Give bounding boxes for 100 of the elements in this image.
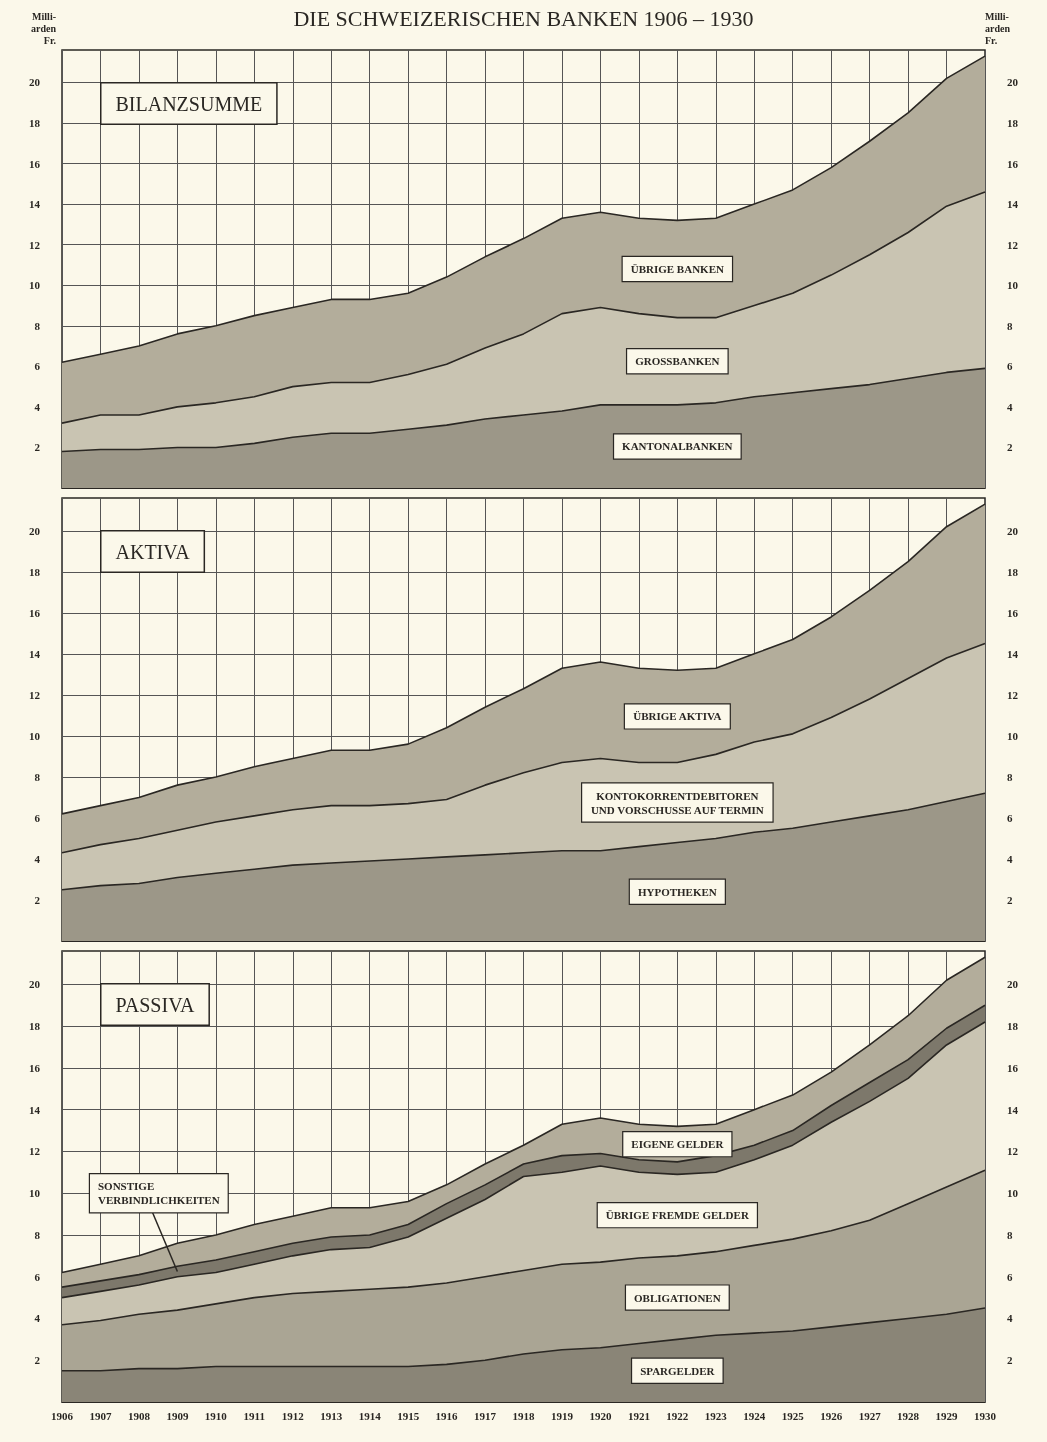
series-label: GROSSBANKEN: [635, 355, 720, 368]
y-tick-label: 20: [29, 524, 41, 537]
x-tick-label: 1930: [974, 1409, 997, 1422]
y2-tick-label: 2: [1007, 893, 1013, 906]
x-tick-label: 1927: [858, 1409, 882, 1422]
x-tick-label: 1922: [666, 1409, 689, 1422]
chart-title: DIE SCHWEIZERISCHEN BANKEN 1906 – 1930: [293, 5, 754, 31]
y-tick-label: 18: [29, 565, 41, 578]
y2-tick-label: 10: [1007, 1187, 1019, 1200]
y-tick-label: 2: [34, 1354, 41, 1367]
y2-tick-label: 20: [1007, 524, 1019, 537]
x-tick-label: 1911: [243, 1409, 265, 1422]
x-tick-label: 1915: [397, 1409, 420, 1422]
series-label: HYPOTHEKEN: [637, 885, 717, 898]
y2-tick-label: 16: [1007, 157, 1019, 170]
y-tick-label: 10: [29, 1187, 41, 1200]
y-tick-label: 14: [29, 198, 41, 211]
y2-tick-label: 12: [1007, 238, 1019, 251]
text: BILANZSUMME: [115, 92, 263, 115]
y2-tick-label: 4: [1007, 852, 1013, 865]
y2-tick-label: 4: [1007, 400, 1013, 413]
y2-tick-label: 14: [1007, 1103, 1019, 1116]
y2-axis-title: Milli- arden Fr.: [985, 10, 1011, 46]
x-tick-label: 1926: [820, 1409, 843, 1422]
y-tick-label: 6: [34, 811, 41, 824]
x-tick-label: 1916: [435, 1409, 459, 1422]
y-tick-label: 20: [29, 76, 41, 89]
x-tick-label: 1918: [512, 1409, 535, 1422]
y-tick-label: 8: [34, 770, 41, 783]
x-tick-label: 1906: [51, 1409, 74, 1422]
text: SONSTIGE VERBINDLICHKEITEN: [98, 1180, 220, 1207]
y-tick-label: 8: [34, 319, 41, 332]
y2-tick-label: 8: [1007, 770, 1013, 783]
y2-tick-label: 6: [1007, 360, 1013, 373]
x-tick-label: 1914: [358, 1409, 382, 1422]
y-tick-label: 4: [34, 400, 41, 413]
y-tick-label: 6: [34, 1270, 41, 1283]
y-tick-label: 6: [34, 360, 41, 373]
text: PASSIVA: [115, 993, 195, 1016]
y-tick-label: 4: [34, 1312, 41, 1325]
y2-tick-label: 10: [1007, 279, 1019, 292]
y2-tick-label: 20: [1007, 978, 1019, 991]
text: AKTIVA: [115, 540, 191, 563]
y2-tick-label: 20: [1007, 76, 1019, 89]
y2-tick-label: 10: [1007, 729, 1019, 742]
x-tick-label: 1912: [281, 1409, 305, 1422]
y-tick-label: 16: [29, 606, 41, 619]
y2-tick-label: 16: [1007, 1061, 1019, 1074]
y2-tick-label: 8: [1007, 1228, 1013, 1241]
y2-tick-label: 8: [1007, 319, 1013, 332]
x-tick-label: 1917: [474, 1409, 497, 1422]
y-tick-label: 8: [34, 1228, 41, 1241]
y-tick-label: 16: [29, 1061, 41, 1074]
series-label: EIGENE GELDER: [631, 1138, 725, 1151]
series-label: OBLIGATIONEN: [634, 1291, 721, 1304]
x-tick-label: 1924: [743, 1409, 766, 1422]
series-label: KANTONALBANKEN: [622, 440, 733, 453]
x-tick-label: 1913: [320, 1409, 343, 1422]
y2-tick-label: 16: [1007, 606, 1019, 619]
y2-tick-label: 6: [1007, 811, 1013, 824]
x-tick-label: 1909: [166, 1409, 189, 1422]
y2-tick-label: 18: [1007, 117, 1019, 129]
series-label: ÜBRIGE FREMDE GELDER: [605, 1209, 750, 1222]
y-tick-label: 2: [34, 441, 41, 454]
y2-tick-label: 18: [1007, 1020, 1019, 1033]
y-tick-label: 18: [29, 117, 41, 129]
x-tick-label: 1920: [589, 1409, 612, 1422]
x-tick-label: 1925: [781, 1409, 805, 1422]
y-axis-title: Milli- arden Fr.: [31, 10, 57, 46]
x-tick-label: 1919: [550, 1409, 574, 1422]
x-tick-label: 1908: [127, 1409, 151, 1422]
y-tick-label: 14: [29, 647, 41, 660]
y-tick-label: 14: [29, 1103, 41, 1116]
y-tick-label: 10: [29, 729, 41, 742]
y2-tick-label: 12: [1007, 688, 1019, 701]
y2-tick-label: 14: [1007, 198, 1019, 211]
x-tick-label: 1929: [935, 1409, 959, 1422]
y2-tick-label: 14: [1007, 647, 1019, 660]
y2-tick-label: 2: [1007, 1354, 1013, 1367]
x-tick-label: 1910: [204, 1409, 228, 1422]
y-tick-label: 12: [29, 238, 41, 251]
y-tick-label: 18: [29, 1020, 41, 1033]
y-tick-label: 16: [29, 157, 41, 170]
x-tick-label: 1921: [627, 1409, 650, 1422]
y-tick-label: 12: [29, 688, 41, 701]
y-tick-label: 10: [29, 279, 41, 292]
series-label: SPARGELDER: [640, 1364, 716, 1377]
y2-tick-label: 2: [1007, 441, 1013, 454]
y-tick-label: 4: [34, 852, 41, 865]
x-tick-label: 1923: [704, 1409, 728, 1422]
x-tick-label: 1928: [897, 1409, 920, 1422]
x-tick-label: 1907: [89, 1409, 112, 1422]
series-label: ÜBRIGE BANKEN: [630, 263, 724, 275]
y2-tick-label: 4: [1007, 1312, 1013, 1325]
series-label: ÜBRIGE AKTIVA: [633, 710, 722, 723]
y-tick-label: 20: [29, 978, 41, 991]
y-tick-label: 2: [34, 893, 41, 906]
y2-tick-label: 6: [1007, 1270, 1013, 1283]
y2-tick-label: 12: [1007, 1145, 1019, 1158]
y2-tick-label: 18: [1007, 565, 1019, 578]
